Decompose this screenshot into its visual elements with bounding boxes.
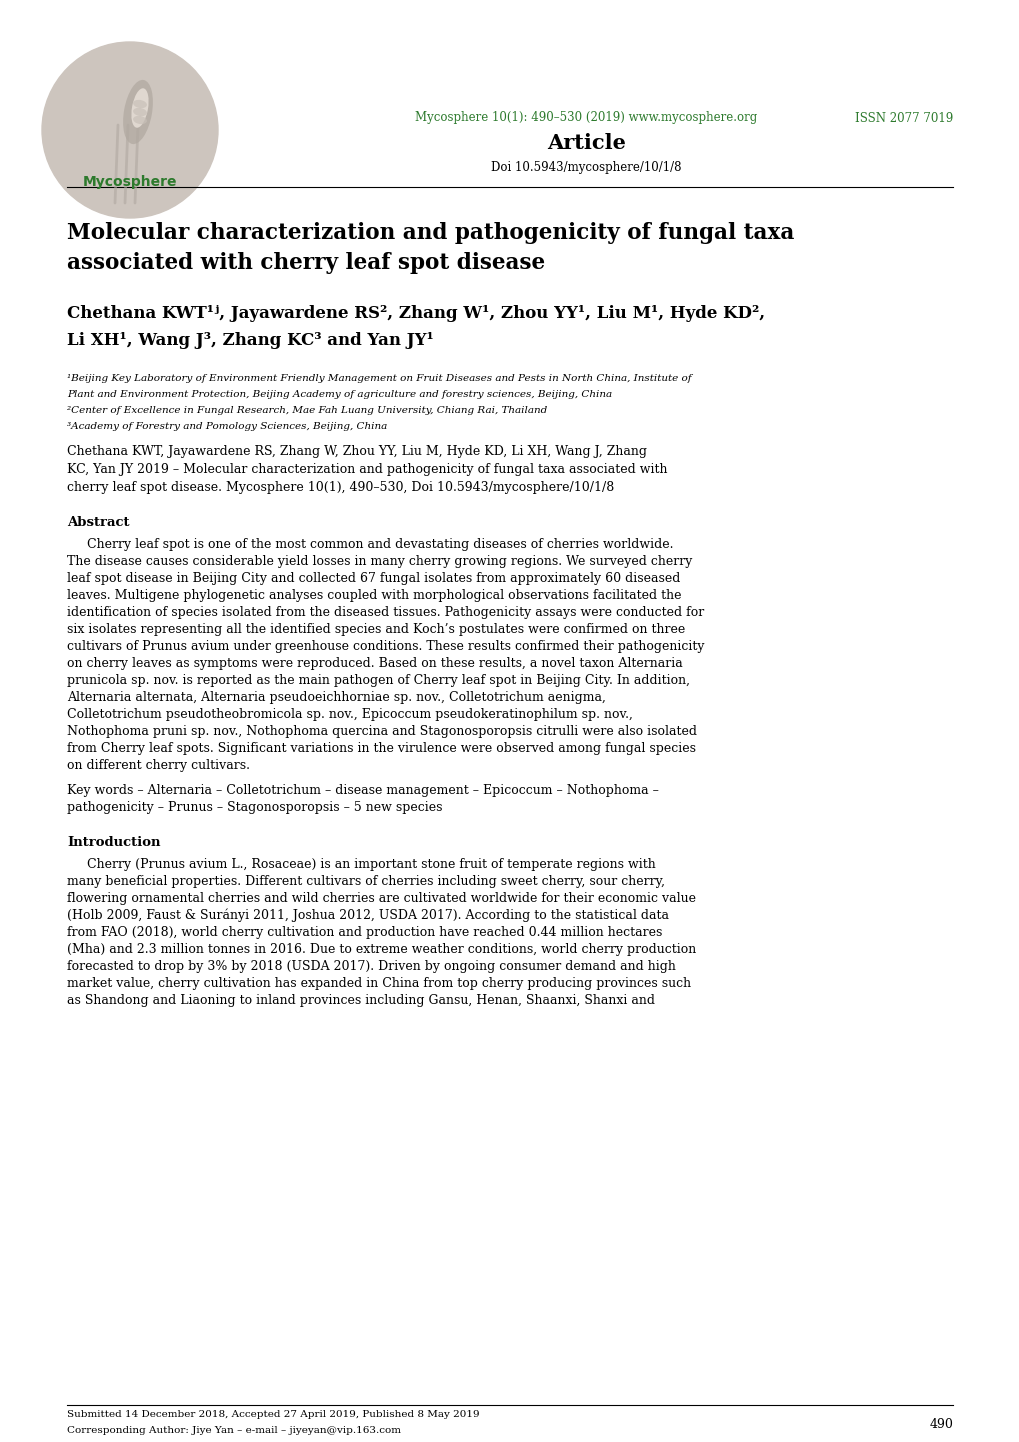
Text: Nothophoma pruni sp. nov., Nothophoma quercina and Stagonosporopsis citrulli wer: Nothophoma pruni sp. nov., Nothophoma qu… bbox=[67, 725, 696, 738]
Circle shape bbox=[42, 42, 218, 218]
Text: prunicola sp. nov. is reported as the main pathogen of Cherry leaf spot in Beiji: prunicola sp. nov. is reported as the ma… bbox=[67, 673, 689, 686]
Text: Abstract: Abstract bbox=[67, 516, 129, 529]
Text: Key words – Alternaria – Colletotrichum – disease management – Epicoccum – Notho: Key words – Alternaria – Colletotrichum … bbox=[67, 784, 658, 797]
Text: Plant and Environment Protection, Beijing Academy of agriculture and forestry sc: Plant and Environment Protection, Beijin… bbox=[67, 389, 611, 399]
Text: Chethana KWT, Jayawardene RS, Zhang W, Zhou YY, Liu M, Hyde KD, Li XH, Wang J, Z: Chethana KWT, Jayawardene RS, Zhang W, Z… bbox=[67, 446, 646, 459]
Text: many beneficial properties. Different cultivars of cherries including sweet cher: many beneficial properties. Different cu… bbox=[67, 875, 664, 888]
Text: Chethana KWT¹ʲ, Jayawardene RS², Zhang W¹, Zhou YY¹, Liu M¹, Hyde KD²,: Chethana KWT¹ʲ, Jayawardene RS², Zhang W… bbox=[67, 306, 764, 322]
Text: from FAO (2018), world cherry cultivation and production have reached 0.44 milli: from FAO (2018), world cherry cultivatio… bbox=[67, 926, 661, 939]
Text: cherry leaf spot disease. Mycosphere 10(1), 490–530, Doi 10.5943/mycosphere/10/1: cherry leaf spot disease. Mycosphere 10(… bbox=[67, 482, 613, 495]
Text: leaves. Multigene phylogenetic analyses coupled with morphological observations : leaves. Multigene phylogenetic analyses … bbox=[67, 588, 681, 601]
Text: on cherry leaves as symptoms were reproduced. Based on these results, a novel ta: on cherry leaves as symptoms were reprod… bbox=[67, 658, 682, 671]
Text: Li XH¹, Wang J³, Zhang KC³ and Yan JY¹: Li XH¹, Wang J³, Zhang KC³ and Yan JY¹ bbox=[67, 332, 433, 349]
Text: as Shandong and Liaoning to inland provinces including Gansu, Henan, Shaanxi, Sh: as Shandong and Liaoning to inland provi… bbox=[67, 994, 654, 1007]
Ellipse shape bbox=[132, 99, 147, 108]
Text: associated with cherry leaf spot disease: associated with cherry leaf spot disease bbox=[67, 252, 544, 274]
Ellipse shape bbox=[123, 79, 153, 144]
Text: Article: Article bbox=[546, 133, 626, 153]
Text: ²Center of Excellence in Fungal Research, Mae Fah Luang University, Chiang Rai, : ²Center of Excellence in Fungal Research… bbox=[67, 407, 547, 415]
Text: (Holb 2009, Faust & Surányi 2011, Joshua 2012, USDA 2017). According to the stat: (Holb 2009, Faust & Surányi 2011, Joshua… bbox=[67, 908, 668, 923]
Text: 490: 490 bbox=[928, 1417, 952, 1430]
Text: ³Academy of Forestry and Pomology Sciences, Beijing, China: ³Academy of Forestry and Pomology Scienc… bbox=[67, 423, 387, 431]
Text: pathogenicity – Prunus – Stagonosporopsis – 5 new species: pathogenicity – Prunus – Stagonosporopsi… bbox=[67, 800, 442, 813]
Text: leaf spot disease in Beijing City and collected 67 fungal isolates from approxim: leaf spot disease in Beijing City and co… bbox=[67, 572, 680, 585]
Text: identification of species isolated from the diseased tissues. Pathogenicity assa: identification of species isolated from … bbox=[67, 606, 703, 619]
Text: Colletotrichum pseudotheobromicola sp. nov., Epicoccum pseudokeratinophilum sp. : Colletotrichum pseudotheobromicola sp. n… bbox=[67, 708, 632, 721]
Text: ¹Beijing Key Laboratory of Environment Friendly Management on Fruit Diseases and: ¹Beijing Key Laboratory of Environment F… bbox=[67, 373, 691, 384]
Text: six isolates representing all the identified species and Koch’s postulates were : six isolates representing all the identi… bbox=[67, 623, 685, 636]
Text: Corresponding Author: Jiye Yan – e-mail – jiyeyan@vip.163.com: Corresponding Author: Jiye Yan – e-mail … bbox=[67, 1426, 400, 1435]
Text: Mycosphere 10(1): 490–530 (2019) www.mycosphere.org: Mycosphere 10(1): 490–530 (2019) www.myc… bbox=[415, 111, 757, 124]
Ellipse shape bbox=[132, 108, 147, 117]
Text: from Cherry leaf spots. Significant variations in the virulence were observed am: from Cherry leaf spots. Significant vari… bbox=[67, 743, 695, 756]
Text: ISSN 2077 7019: ISSN 2077 7019 bbox=[854, 111, 952, 124]
Text: forecasted to drop by 3% by 2018 (USDA 2017). Driven by ongoing consumer demand : forecasted to drop by 3% by 2018 (USDA 2… bbox=[67, 960, 676, 973]
Text: KC, Yan JY 2019 – Molecular characterization and pathogenicity of fungal taxa as: KC, Yan JY 2019 – Molecular characteriza… bbox=[67, 463, 666, 476]
Text: cultivars of Prunus avium under greenhouse conditions. These results confirmed t: cultivars of Prunus avium under greenhou… bbox=[67, 640, 704, 653]
Text: market value, cherry cultivation has expanded in China from top cherry producing: market value, cherry cultivation has exp… bbox=[67, 978, 691, 991]
Text: Introduction: Introduction bbox=[67, 836, 160, 849]
Ellipse shape bbox=[132, 115, 147, 124]
Ellipse shape bbox=[131, 88, 149, 128]
Text: Molecular characterization and pathogenicity of fungal taxa: Molecular characterization and pathogeni… bbox=[67, 222, 794, 244]
Text: flowering ornamental cherries and wild cherries are cultivated worldwide for the: flowering ornamental cherries and wild c… bbox=[67, 893, 695, 906]
Text: Cherry leaf spot is one of the most common and devastating diseases of cherries : Cherry leaf spot is one of the most comm… bbox=[67, 538, 673, 551]
Text: Cherry (Prunus avium L., Rosaceae) is an important stone fruit of temperate regi: Cherry (Prunus avium L., Rosaceae) is an… bbox=[67, 858, 655, 871]
Text: on different cherry cultivars.: on different cherry cultivars. bbox=[67, 758, 250, 771]
Text: Submitted 14 December 2018, Accepted 27 April 2019, Published 8 May 2019: Submitted 14 December 2018, Accepted 27 … bbox=[67, 1410, 479, 1419]
Text: The disease causes considerable yield losses in many cherry growing regions. We : The disease causes considerable yield lo… bbox=[67, 555, 692, 568]
Text: Mycosphere: Mycosphere bbox=[83, 174, 177, 189]
Text: Doi 10.5943/mycosphere/10/1/8: Doi 10.5943/mycosphere/10/1/8 bbox=[491, 162, 681, 174]
Text: (Mha) and 2.3 million tonnes in 2016. Due to extreme weather conditions, world c: (Mha) and 2.3 million tonnes in 2016. Du… bbox=[67, 943, 696, 956]
Text: Alternaria alternata, Alternaria pseudoeichhorniae sp. nov., Colletotrichum aeni: Alternaria alternata, Alternaria pseudoe… bbox=[67, 691, 605, 704]
